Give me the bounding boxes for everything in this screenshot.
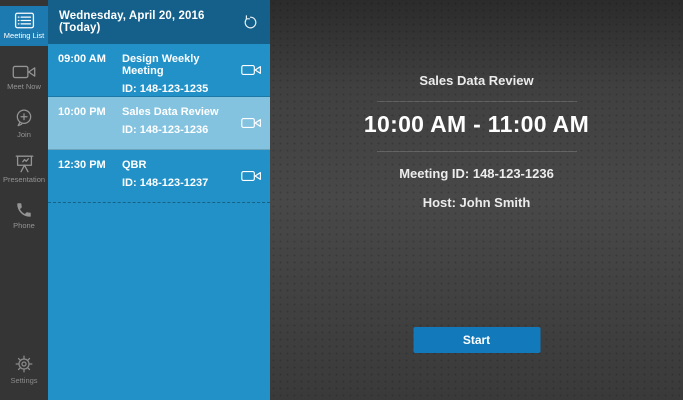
- sidebar-item-label: Meet Now: [7, 81, 41, 91]
- phone-icon: [15, 201, 33, 219]
- meeting-time: 09:00 AM: [58, 53, 106, 65]
- sidebar-item-join[interactable]: Join: [0, 100, 48, 146]
- sidebar-item-phone[interactable]: Phone: [0, 192, 48, 238]
- meeting-list-header: Wednesday, April 20, 2016 (Today): [48, 0, 270, 44]
- meeting-title: Design Weekly Meeting: [122, 53, 200, 77]
- detail-title: Sales Data Review: [419, 73, 534, 88]
- settings-gear-icon: [14, 354, 34, 374]
- sidebar-item-label: Phone: [13, 220, 35, 230]
- meeting-list-icon: [14, 12, 35, 29]
- divider: [376, 101, 577, 102]
- meeting-time: 10:00 PM: [58, 106, 106, 118]
- video-camera-icon: [241, 116, 262, 130]
- meeting-id: ID: 148-123-1235: [122, 83, 209, 95]
- sidebar-item-label: Join: [17, 129, 31, 139]
- refresh-icon[interactable]: [242, 14, 259, 31]
- join-icon: [14, 108, 34, 128]
- meet-now-icon: [12, 64, 36, 80]
- video-camera-icon: [241, 169, 262, 183]
- start-button[interactable]: Start: [413, 327, 540, 353]
- sidebar-item-label: Meeting List: [3, 31, 45, 40]
- presentation-icon: [14, 154, 35, 173]
- meeting-list-panel: Wednesday, April 20, 2016 (Today) 09:00 …: [48, 0, 270, 400]
- meeting-detail-panel: Sales Data Review 10:00 AM - 11:00 AM Me…: [270, 0, 683, 400]
- sidebar: Meeting List Meet Now Join: [0, 0, 48, 400]
- meeting-id: ID: 148-123-1236: [122, 124, 209, 136]
- sidebar-item-presentation[interactable]: Presentation: [0, 146, 48, 192]
- detail-meeting-id: Meeting ID: 148-123-1236: [399, 166, 554, 181]
- divider: [376, 151, 577, 152]
- date-header: Wednesday, April 20, 2016 (Today): [59, 10, 205, 34]
- meeting-detail: Sales Data Review 10:00 AM - 11:00 AM Me…: [270, 0, 683, 210]
- meeting-row[interactable]: 09:00 AM Design Weekly Meeting ID: 148-1…: [48, 44, 270, 97]
- sidebar-item-meeting-list[interactable]: Meeting List: [0, 6, 48, 46]
- meeting-time: 12:30 PM: [58, 159, 106, 171]
- detail-time-range: 10:00 AM - 11:00 AM: [363, 111, 590, 137]
- meeting-title: Sales Data Review: [122, 106, 219, 118]
- video-camera-icon: [241, 63, 262, 77]
- meeting-row[interactable]: 12:30 PM QBR ID: 148-123-1237: [48, 150, 270, 203]
- meeting-id: ID: 148-123-1237: [122, 177, 209, 189]
- detail-host: Host: John Smith: [422, 195, 531, 210]
- sidebar-item-label: Presentation: [2, 175, 46, 184]
- meeting-title: QBR: [122, 159, 147, 171]
- sidebar-item-label: Settings: [10, 375, 38, 385]
- meeting-row-selected[interactable]: 10:00 PM Sales Data Review ID: 148-123-1…: [48, 97, 270, 150]
- sidebar-item-settings[interactable]: Settings: [0, 346, 48, 392]
- sidebar-item-meet-now[interactable]: Meet Now: [0, 54, 48, 100]
